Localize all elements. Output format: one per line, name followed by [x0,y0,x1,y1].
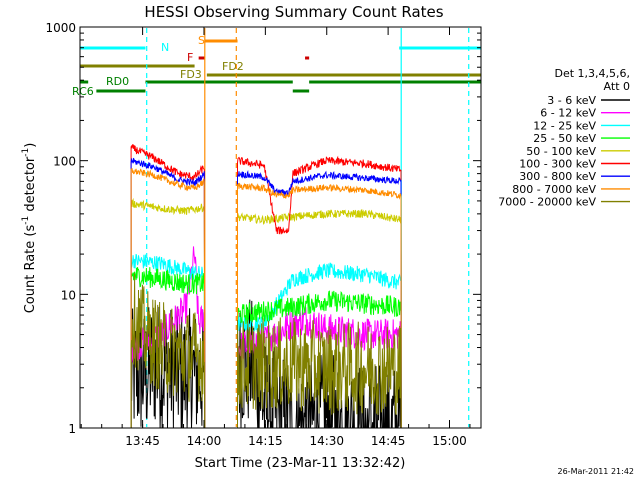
series-line-800-7000-kev [130,168,206,429]
legend-label: 12 - 25 keV [533,119,596,132]
legend-label: 50 - 100 keV [526,145,596,158]
x-tick-label: 14:30 [309,434,344,448]
series-line-3-6-kev [130,306,206,429]
y-tick-label: 1000 [45,21,76,35]
series-line-300-800-kev [237,170,402,429]
flag-label-fd2: FD2 [222,60,244,73]
series-line-7000-20000-kev [130,273,206,429]
x-tick-label: 14:00 [187,434,222,448]
flag-label-rc6: RC6 [72,85,94,98]
plot-frame [79,26,482,429]
series-line-50-100-kev [130,197,206,429]
legend-header-line2: Att 0 [604,80,630,93]
x-tick-label: 13:45 [125,434,160,448]
x-tick-label: 14:45 [371,434,406,448]
y-tick-label: 10 [61,288,76,302]
flag-label-rd0: RD0 [106,75,129,88]
x-axis-label: Start Time (23-Mar-11 13:32:42) [195,456,406,471]
y-tick-label: 100 [53,155,76,169]
y-axis-label: Count Rate (s-1 detector-1) [21,143,38,314]
legend-header-line1: Det 1,3,4,5,6, [554,67,630,80]
series-group [130,144,402,429]
series-line-12-25-kev [237,262,402,429]
legend-label: 7000 - 20000 keV [498,196,596,209]
y-tick-label: 1 [68,422,76,436]
x-tick-label: 14:15 [248,434,283,448]
series-line-7000-20000-kev [237,317,402,429]
series-line-25-50-kev [237,290,402,429]
x-tick-label: 15:00 [432,434,467,448]
legend-label: 3 - 6 keV [547,94,596,107]
series-line-800-7000-kev [237,182,402,429]
legend-label: 100 - 300 keV [519,158,596,171]
flag-label-f: F [187,51,193,64]
legend-label: 25 - 50 keV [533,132,596,145]
series-line-300-800-kev [130,157,206,429]
flag-label-fd3: FD3 [180,68,202,81]
chart-title: HESSI Observing Summary Count Rates [144,3,443,21]
x-axis-ticks: 13:45 14:00 14:15 14:30 14:45 15:00 [80,27,471,448]
series-line-100-300-kev [130,144,206,429]
flag-bars: N SF FD2 FD3 RD0 RC6 [72,34,481,98]
legend-label: 300 - 800 keV [519,170,596,183]
legend-label: 6 - 12 keV [540,107,596,120]
legend-label: 800 - 7000 keV [512,183,596,196]
series-line-25-50-kev [130,267,206,429]
series-line-100-300-kev [237,155,402,429]
flag-label-s: S [198,34,205,47]
y-axis-ticks: 1 10 100 1000 [45,21,481,436]
series-line-50-100-kev [237,209,402,429]
flag-label-n: N [161,41,169,54]
plot-area: N SF FD2 FD3 RD0 RC6 13:45 14:00 14:15 14:30 14:4… [45,21,482,448]
series-line-12-25-kev [130,253,206,429]
render-timestamp: 26-Mar-2011 21:42 [558,467,635,476]
